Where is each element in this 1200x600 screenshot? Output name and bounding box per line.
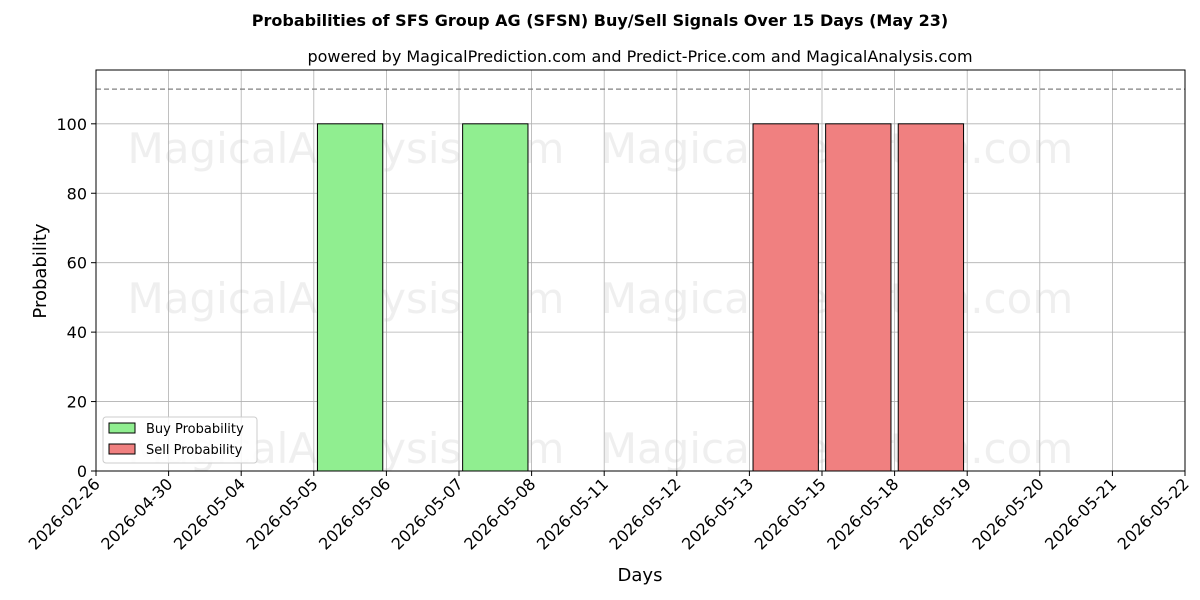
bars	[316, 123, 965, 472]
legend-label-sell: Sell Probability	[146, 443, 243, 458]
buy-bar	[462, 123, 529, 472]
y-axis-label: Probability	[30, 223, 51, 318]
sell-bar	[897, 123, 965, 472]
sell-bar	[825, 123, 892, 472]
y-tick-label: 100	[56, 115, 87, 134]
y-tick-label: 0	[77, 462, 87, 481]
legend: Buy Probability Sell Probability	[102, 416, 258, 464]
plot-frame	[95, 69, 1186, 472]
y-tick-label: 40	[67, 323, 87, 342]
sell-bar	[752, 123, 819, 472]
x-axis-label: Days	[618, 565, 663, 586]
y-tick-label: 80	[67, 184, 87, 203]
legend-label-buy: Buy Probability	[146, 422, 244, 437]
y-tick-label: 20	[67, 393, 87, 412]
chart-title: Probabilities of SFS Group AG (SFSN) Buy…	[252, 11, 948, 30]
legend-swatch-buy	[108, 422, 136, 434]
legend-swatch-sell	[108, 443, 136, 455]
y-axis-ticks: 0 20 40 60 80 100	[56, 115, 96, 481]
y-tick-label: 60	[67, 254, 87, 273]
buy-bar	[316, 123, 384, 472]
legend-box	[102, 416, 258, 464]
chart-subtitle: powered by MagicalPrediction.com and Pre…	[307, 47, 972, 66]
